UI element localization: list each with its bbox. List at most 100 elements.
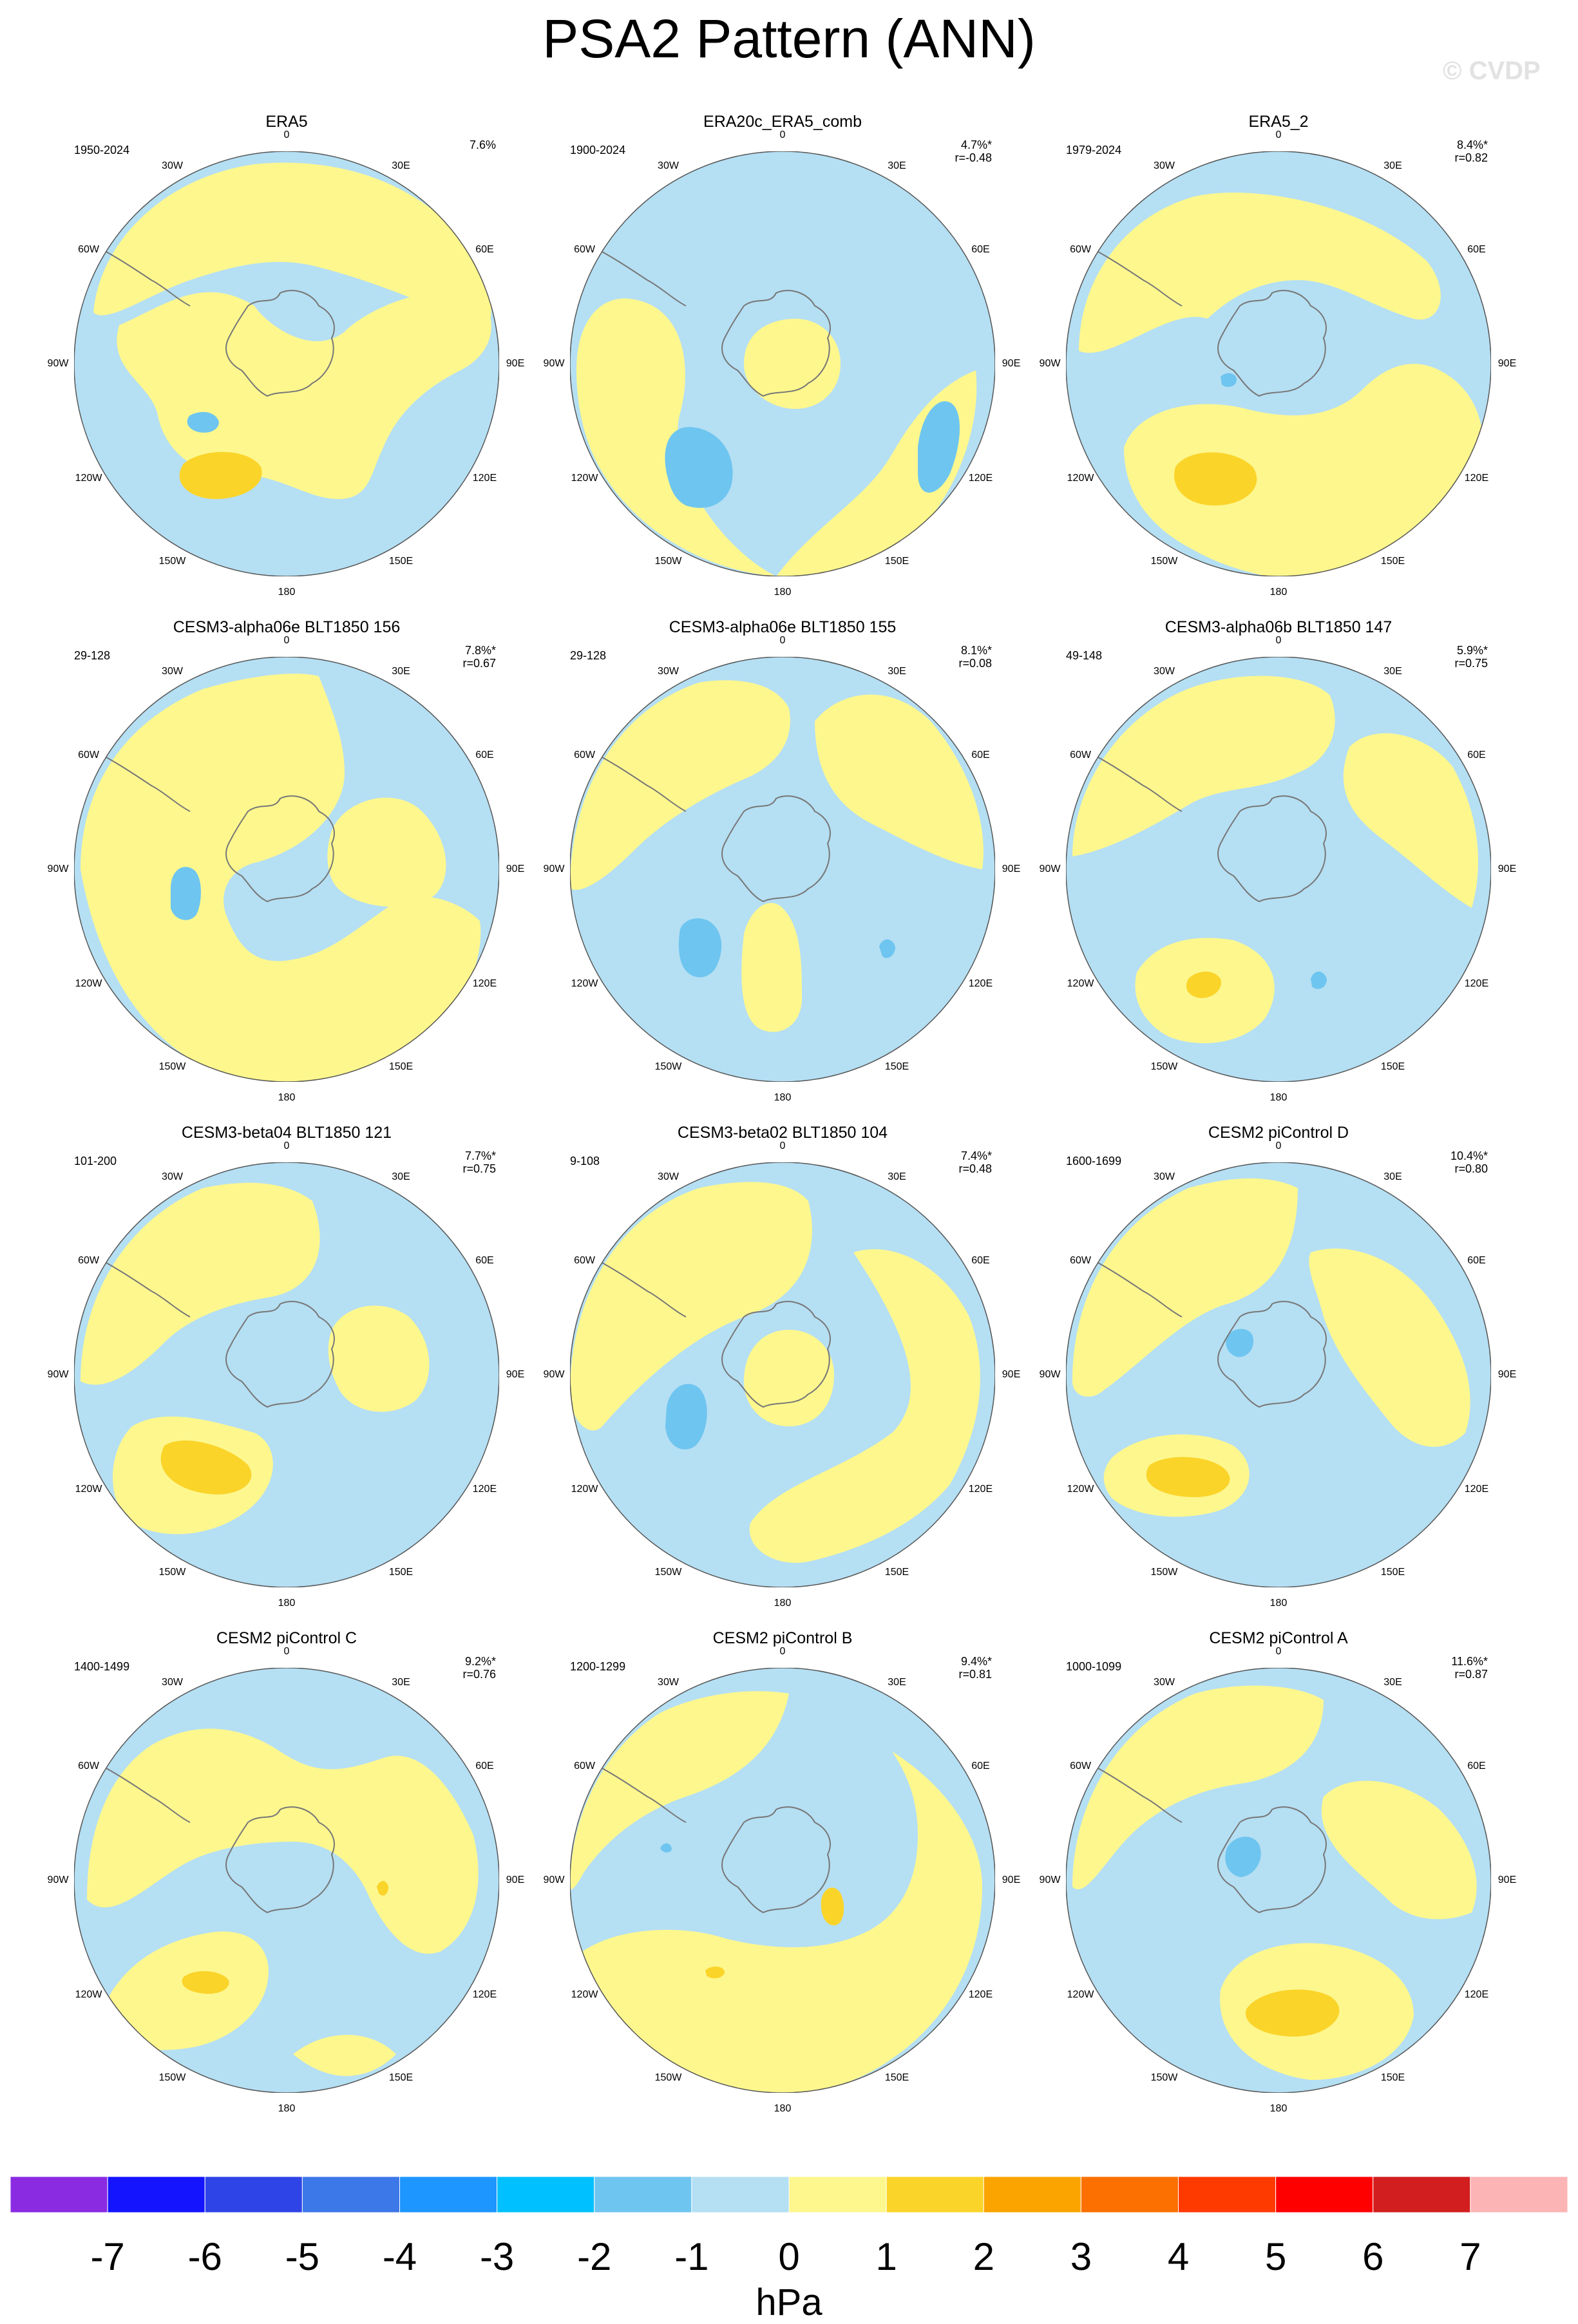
- map-panel: CESM2 piControl C 1400-1499 9.2%* r=0.76 0 30…: [35, 1629, 538, 2138]
- panel-pattern-correlation: r=0.67: [462, 657, 496, 670]
- longitude-label: 120W: [75, 472, 102, 484]
- longitude-label: 30W: [1154, 1676, 1175, 1688]
- page-title: PSA2 Pattern (ANN): [542, 8, 1036, 69]
- anomaly-contour-neg2: [879, 939, 895, 958]
- colorbar-bin: [399, 2177, 498, 2213]
- anomaly-contour-pos1: [1174, 452, 1257, 505]
- longitude-label: 120E: [1464, 1483, 1489, 1495]
- longitude-label: 60W: [78, 1254, 99, 1266]
- longitude-label: 120E: [472, 1483, 497, 1495]
- panel-pattern-correlation: r=0.80: [1454, 1162, 1488, 1175]
- south-america-coastline: [1078, 746, 1183, 812]
- panel-period: 1950-2024: [74, 144, 130, 156]
- anomaly-contour-pos0: [100, 1931, 269, 2050]
- longitude-label: 150E: [884, 1567, 909, 1578]
- longitude-label: 150E: [1380, 556, 1405, 567]
- panel-period: 1200-1299: [570, 1660, 626, 1673]
- colorbar-bin: [788, 2177, 887, 2213]
- polar-map: [1066, 657, 1491, 1082]
- anomaly-contour-pos0: [583, 1752, 982, 2093]
- longitude-label: 150E: [884, 2072, 909, 2084]
- longitude-label: 60W: [1070, 1254, 1091, 1266]
- anomaly-contour-neg2: [665, 1384, 707, 1450]
- anomaly-contour-pos0: [570, 1182, 812, 1431]
- south-america-coastline: [582, 1757, 687, 1823]
- longitude-label: 90E: [1497, 358, 1517, 369]
- longitude-label: 150W: [654, 2072, 682, 2084]
- longitude-label: 60E: [1467, 749, 1486, 760]
- polar-map: [1066, 1162, 1491, 1587]
- panel-pattern-correlation: r=0.08: [958, 657, 992, 670]
- colorbar-units: hPa: [756, 2281, 822, 2323]
- longitude-label: 30W: [162, 665, 183, 677]
- panel-title: CESM3-alpha06b BLT1850 147: [1164, 618, 1393, 636]
- anomaly-contour-pos0: [1072, 1685, 1324, 1889]
- longitude-label: 120E: [1464, 1989, 1489, 2000]
- polar-map: [570, 151, 995, 576]
- panel-title: ERA5: [265, 113, 308, 131]
- anomaly-contour-pos0: [1321, 1781, 1477, 1920]
- colorbar-tick-label: -4: [382, 2235, 417, 2278]
- anomaly-contour-pos0: [815, 694, 984, 869]
- panel-title: CESM2 piControl D: [1208, 1124, 1349, 1142]
- colorbar-tick-label: 5: [1264, 2235, 1287, 2278]
- south-america-coastline: [1078, 241, 1183, 307]
- anomaly-contour-pos0: [741, 903, 802, 1032]
- panel-title: CESM3-beta04 BLT1850 121: [181, 1124, 392, 1142]
- longitude-label: 120W: [1067, 1483, 1094, 1495]
- anomaly-contour-pos0: [328, 1305, 430, 1412]
- anomaly-contour-pos0: [1072, 675, 1335, 856]
- polar-map: [570, 657, 995, 1082]
- antarctica-coastline: [721, 1301, 831, 1408]
- panel-variance-pct: 7.7%*: [464, 1149, 496, 1162]
- longitude-label: 90W: [543, 358, 565, 369]
- anomaly-contour-neg2: [678, 918, 722, 978]
- panel-variance-pct: 10.4%*: [1450, 1149, 1488, 1162]
- longitude-label: 90W: [543, 1875, 565, 1885]
- longitude-label: 60E: [1467, 243, 1486, 255]
- anomaly-contour-pos1: [182, 1970, 229, 1994]
- longitude-label: 30W: [658, 1171, 679, 1182]
- longitude-label: 30E: [888, 1676, 906, 1688]
- longitude-label: 150E: [1380, 2072, 1405, 2084]
- antarctica-coastline: [225, 290, 335, 397]
- longitude-label: 120E: [968, 1989, 993, 2000]
- anomaly-contour-pos0: [744, 319, 841, 409]
- polar-map: [74, 1162, 499, 1587]
- anomaly-contour-pos1: [160, 1440, 252, 1495]
- map-panel: CESM2 piControl D 1600-1699 10.4%* r=0.80 0 3…: [1027, 1124, 1530, 1632]
- anomaly-contour-pos0: [1079, 193, 1441, 353]
- colorbar-bin: [1178, 2177, 1277, 2213]
- map-panel: CESM3-alpha06b BLT1850 147 49-148 5.9%* r=0…: [1027, 618, 1530, 1127]
- panel-period: 1400-1499: [74, 1660, 130, 1673]
- longitude-label: 90E: [506, 358, 525, 369]
- antarctica-coastline: [225, 795, 335, 903]
- longitude-label: 0: [283, 1140, 290, 1151]
- longitude-label: 90E: [1497, 864, 1517, 874]
- longitude-label: 60E: [1467, 1760, 1486, 1771]
- map-panel: ERA5_2 1979-2024 8.4%* r=0.82 0 30E 60E 90E 120E…: [1027, 113, 1530, 621]
- longitude-label: 30E: [1383, 160, 1402, 171]
- longitude-label: 90W: [47, 1875, 69, 1885]
- anomaly-contour-pos0: [749, 1249, 980, 1563]
- anomaly-contour-pos0: [81, 674, 481, 1082]
- colorbar-tick-label: -2: [577, 2235, 612, 2278]
- longitude-label: 150W: [1150, 1567, 1178, 1578]
- longitude-label: 90E: [506, 1875, 525, 1885]
- longitude-label: 30W: [162, 1676, 183, 1688]
- longitude-label: 60E: [971, 749, 990, 760]
- south-america-coastline: [1078, 1252, 1183, 1318]
- longitude-label: 0: [283, 129, 290, 140]
- south-america-coastline: [86, 746, 191, 812]
- longitude-label: 90E: [1002, 864, 1021, 874]
- anomaly-contour-pos0: [570, 1691, 789, 1889]
- longitude-label: 150W: [158, 556, 186, 567]
- panel-pattern-correlation: r=0.87: [1454, 1668, 1488, 1681]
- colorbar-bin: [10, 2177, 108, 2213]
- longitude-label: 150W: [1150, 556, 1178, 567]
- anomaly-contour-pos1: [1186, 971, 1221, 998]
- longitude-label: 60E: [971, 1760, 990, 1771]
- map-panel: CESM2 piControl A 1000-1099 11.6%* r=0.87 0 3…: [1027, 1629, 1530, 2138]
- longitude-label: 180: [774, 1092, 792, 1103]
- longitude-label: 90W: [1039, 1875, 1061, 1885]
